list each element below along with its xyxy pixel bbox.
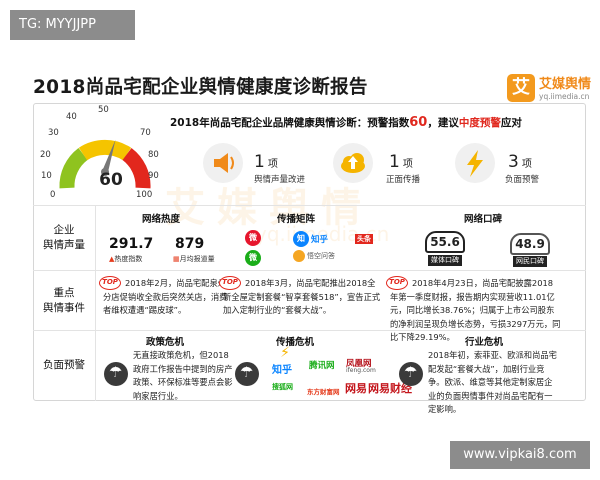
brand-eastmoney: 东方财富网 (307, 388, 340, 396)
monthly-reports-label: ▦月均报道量 (173, 255, 215, 263)
stat-negative-label: 负面预警 (505, 175, 540, 185)
diagnosis-index: 60 (409, 115, 428, 130)
diagnosis-level: 中度预警 (458, 117, 501, 129)
iimedia-logo: 艾 艾媒舆情 yq.iimedia.cn (507, 73, 592, 105)
channel-tag: TG: MYYJJPP (10, 10, 135, 40)
report-title: 2018尚品宅配企业舆情健康度诊断报告 (33, 77, 368, 98)
gauge-tick-label: 90 (148, 171, 159, 181)
heat-heading: 网络热度 (142, 214, 181, 225)
divider (33, 330, 586, 331)
speaker-icon (203, 143, 243, 183)
industry-crisis-heading: 行业危机 (465, 337, 504, 348)
industry-crisis-text: 2018年初，索菲亚、欧派和尚品宅配发起“套餐大战”，加剧行业竞争。欧派、维意等… (428, 350, 557, 414)
diagnosis-middle: ，建议 (427, 117, 459, 129)
stat-positive-label: 正面传播 (386, 175, 421, 185)
divider (33, 270, 586, 271)
gauge-tick-label: 10 (41, 171, 52, 181)
row-label-volume: 企业 舆情声量 (43, 224, 85, 251)
report-frame (33, 103, 586, 401)
user-reputation-label: 网民口碑 (513, 256, 547, 267)
brand-zhihu: 知乎 (272, 365, 292, 376)
wechat-icon: 微 (245, 250, 261, 266)
warning-gauge (59, 139, 151, 189)
gauge-value: 60 (99, 170, 123, 190)
wukong-label: 悟空问答 (307, 252, 335, 260)
diagnosis-prefix: 2018年尚品宅配企业品牌健康舆情诊断：预警指数 (170, 117, 410, 129)
gauge-tick-label: 30 (48, 128, 59, 138)
diagnosis-statement: 2018年尚品宅配企业品牌健康舆情诊断：预警指数60，建议中度预警应对 (170, 115, 522, 130)
policy-crisis-text: 无直接政策危机，但2018政府工作报告中提到的房产政策、环保标准等要点会影响家居… (133, 350, 233, 401)
gauge-tick-label: 50 (98, 105, 109, 115)
reputation-heading: 网络口碑 (464, 214, 503, 225)
umbrella-icon (399, 362, 423, 386)
gauge-tick-label: 0 (50, 190, 56, 200)
media-reputation-value: 55.6 (425, 231, 465, 253)
flame-icon: ▲ (109, 255, 115, 263)
policy-crisis-heading: 政策危机 (146, 337, 185, 348)
zhihu-label: 知乎 (311, 235, 329, 245)
event-item-3: 2018年4月23日，尚品宅配披露2018 年第一季度财报，报告期内实现营收11… (390, 278, 561, 342)
gauge-tick-label: 100 (136, 190, 153, 200)
gauge-tick-label: 80 (148, 150, 159, 160)
event-item-2: 2018年3月，尚品宅配推出2018全新全屋定制套餐“智享套餐518”，宣告正式… (223, 278, 381, 315)
user-reputation-value: 48.9 (510, 233, 550, 255)
row-label-events: 重点 舆情事件 (43, 287, 85, 314)
gauge-tick-label: 70 (140, 128, 151, 138)
chart-icon: ▦ (173, 255, 180, 263)
cloud-upload-icon (333, 143, 373, 183)
row-label-warning: 负面预警 (43, 359, 85, 371)
spread-crisis-heading: 传播危机 (276, 337, 315, 348)
stat-volume-label: 舆情声量改进 (254, 175, 306, 185)
heat-index-label: ▲热度指数 (109, 255, 143, 263)
media-reputation-label: 媒体口碑 (428, 255, 462, 266)
logo-name: 艾媒舆情 (539, 77, 592, 92)
gauge-tick-label: 20 (40, 150, 51, 160)
top-event-badge: TOP (219, 276, 241, 290)
brand-netease-finance: 网易网易财经 (345, 382, 412, 395)
weibo-icon: 微 (245, 230, 261, 246)
brand-qq: 腾讯网 (309, 361, 335, 371)
lightning-icon (455, 143, 495, 183)
logo-mark: 艾 (507, 74, 535, 102)
toutiao-label: 头条 (355, 234, 373, 244)
footer-watermark-url: www.vipkai8.com (450, 441, 590, 469)
umbrella-icon (104, 362, 128, 386)
event-item-1: 2018年2月，尚品宅配泉州分店促销收全款后突然关店，消费者维权遭遇“踢皮球”。 (103, 278, 228, 315)
monthly-reports-value: 879 (175, 236, 205, 252)
divider (33, 205, 586, 206)
brand-ifeng: 凤凰网 (346, 359, 372, 369)
heat-index-value: 291.7 (109, 236, 154, 252)
brand-ifeng-url: ifeng.com (346, 367, 376, 374)
column-separator (95, 205, 96, 401)
umbrella-icon (235, 362, 259, 386)
gauge-needle (102, 139, 116, 173)
logo-url: yq.iimedia.cn (539, 92, 590, 101)
wukong-icon (293, 250, 305, 262)
top-event-badge: TOP (99, 276, 121, 290)
zhihu-icon: 知 (293, 231, 309, 247)
matrix-heading: 传播矩阵 (277, 214, 316, 225)
diagnosis-suffix: 应对 (500, 117, 522, 129)
background-watermark: 艾媒舆情 (165, 185, 373, 231)
top-event-badge: TOP (386, 276, 408, 290)
brand-sohu: 搜狐网 (272, 383, 293, 391)
gauge-tick-label: 40 (66, 112, 77, 122)
lightning-icon: ⚡ (280, 345, 290, 361)
